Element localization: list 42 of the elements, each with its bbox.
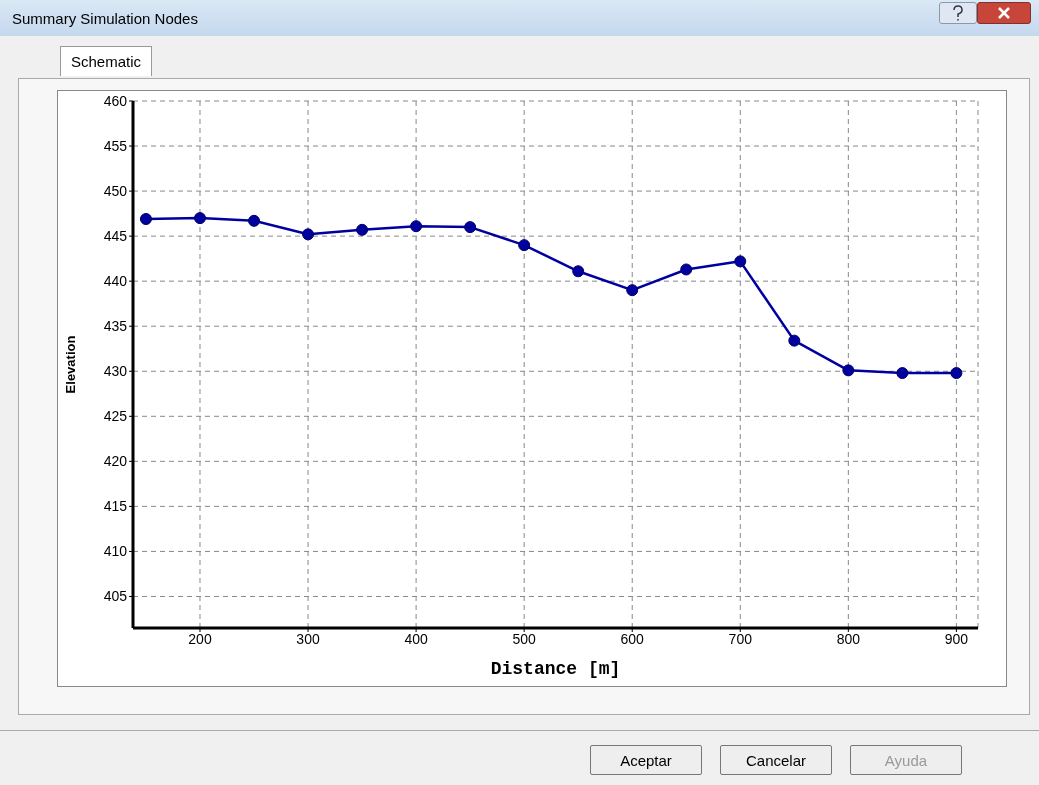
point (626, 284, 639, 297)
y-tick-label: 415 (103, 498, 128, 515)
y-tick-label: 455 (103, 138, 128, 155)
point (680, 263, 693, 276)
y-tick-label: 460 (103, 92, 128, 109)
y-tick-label: 435 (103, 318, 128, 335)
point (248, 214, 261, 227)
point (356, 223, 369, 236)
y-tick-label: 440 (103, 273, 128, 290)
chart-title: Summary Simulation Nodes (12, 9, 198, 27)
point (788, 334, 801, 347)
y-tick-label: 420 (103, 453, 128, 470)
point (464, 221, 477, 234)
point (842, 364, 855, 377)
y-axis-title: Elevation (62, 335, 78, 394)
text: Cancelar (720, 745, 832, 775)
y-tick-label: 425 (103, 408, 128, 425)
y-tick-label: 450 (103, 183, 128, 200)
y-tick-label: 410 (103, 543, 128, 560)
point (302, 228, 315, 241)
y-tick-label: 430 (103, 363, 128, 380)
x-tick-label: 800 (836, 630, 861, 647)
x-tick-label: 700 (728, 630, 753, 647)
point (734, 255, 747, 268)
point (410, 220, 423, 233)
y-tick-label: 405 (103, 588, 128, 605)
point (950, 367, 963, 380)
x-tick-label: 200 (188, 630, 212, 647)
point (139, 213, 152, 226)
y-tick-label: 445 (103, 228, 128, 245)
point (896, 367, 909, 380)
x-tick-label: 400 (404, 630, 428, 647)
x-axis-title: Distance [m] (490, 659, 621, 679)
point (518, 239, 531, 252)
x-tick-label: 500 (512, 630, 537, 647)
point (572, 265, 585, 278)
x-tick-label: 600 (620, 630, 645, 647)
x-tick-label: 900 (944, 630, 969, 647)
text: Aceptar (590, 745, 702, 775)
point (194, 212, 206, 225)
x-tick-label: 300 (296, 630, 320, 647)
text: Ayuda (850, 745, 962, 775)
